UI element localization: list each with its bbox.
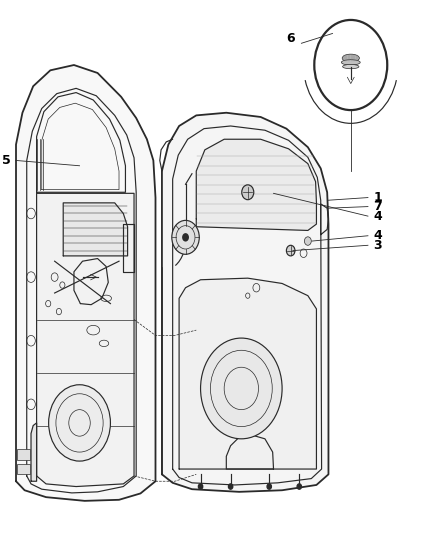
Polygon shape xyxy=(63,203,127,256)
Polygon shape xyxy=(16,65,155,501)
Text: 7: 7 xyxy=(373,200,382,213)
Circle shape xyxy=(297,484,301,489)
Polygon shape xyxy=(196,139,316,230)
FancyBboxPatch shape xyxy=(17,449,30,460)
Text: 4: 4 xyxy=(373,209,382,223)
Polygon shape xyxy=(37,193,134,487)
Circle shape xyxy=(314,20,387,110)
Circle shape xyxy=(201,338,282,439)
Polygon shape xyxy=(31,423,37,481)
Circle shape xyxy=(286,245,295,256)
Circle shape xyxy=(229,484,233,489)
Text: 3: 3 xyxy=(373,239,381,252)
Circle shape xyxy=(242,185,254,200)
Text: 1: 1 xyxy=(373,191,382,204)
Text: 5: 5 xyxy=(2,154,11,167)
Circle shape xyxy=(172,220,199,254)
Circle shape xyxy=(182,233,189,241)
Ellipse shape xyxy=(342,54,359,62)
Ellipse shape xyxy=(341,60,360,65)
Circle shape xyxy=(267,484,272,489)
Polygon shape xyxy=(162,113,328,492)
Ellipse shape xyxy=(343,64,359,69)
Text: 4: 4 xyxy=(373,229,382,242)
Polygon shape xyxy=(179,278,316,469)
FancyBboxPatch shape xyxy=(17,464,30,474)
Text: 6: 6 xyxy=(286,32,295,45)
Circle shape xyxy=(49,385,110,461)
Circle shape xyxy=(198,484,203,489)
Circle shape xyxy=(304,237,311,245)
